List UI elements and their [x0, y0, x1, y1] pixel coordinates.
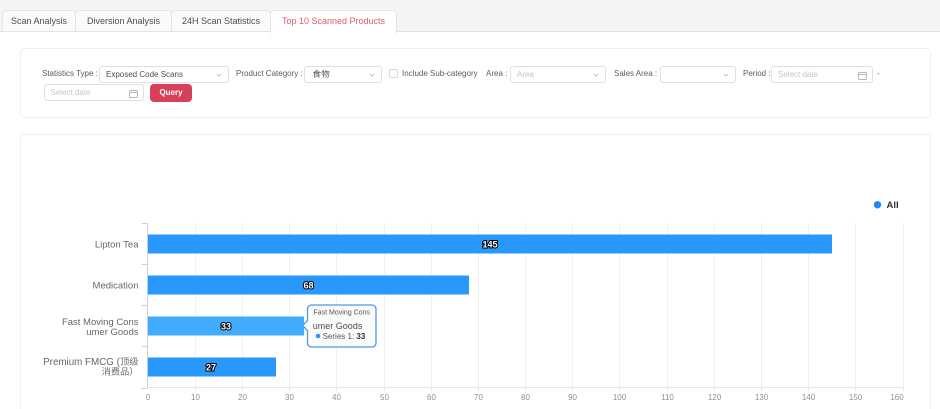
svg-text:Medication: Medication: [93, 280, 139, 291]
svg-text:40: 40: [332, 393, 341, 402]
svg-text:70: 70: [474, 393, 483, 402]
svg-text:120: 120: [708, 393, 722, 402]
svg-text:100: 100: [613, 393, 627, 402]
svg-text:umer Goods: umer Goods: [313, 321, 363, 331]
svg-text:27: 27: [206, 363, 216, 373]
svg-text:90: 90: [568, 393, 577, 402]
svg-text:80: 80: [521, 393, 530, 402]
svg-text:60: 60: [427, 393, 436, 402]
svg-text:Premium FMCG (: Premium FMCG (: [43, 357, 120, 368]
svg-text:130: 130: [755, 393, 769, 402]
svg-text:Series 1: 33: Series 1: 33: [323, 332, 366, 341]
svg-text:110: 110: [661, 393, 674, 402]
svg-text:33: 33: [221, 322, 231, 332]
svg-text:10: 10: [191, 393, 200, 402]
svg-text:0: 0: [146, 393, 151, 402]
svg-text:50: 50: [380, 393, 389, 402]
svg-text:140: 140: [802, 393, 816, 402]
svg-text:Fast Moving Cons: Fast Moving Cons: [62, 317, 139, 328]
svg-text:150: 150: [849, 393, 863, 402]
svg-text:20: 20: [238, 393, 247, 402]
svg-text:Fast Moving Cons: Fast Moving Cons: [314, 310, 371, 317]
svg-text:160: 160: [890, 393, 904, 402]
svg-text:umer Goods: umer Goods: [86, 327, 139, 338]
svg-text:68: 68: [303, 281, 313, 291]
svg-text:30: 30: [285, 393, 294, 402]
svg-text:Lipton Tea: Lipton Tea: [95, 239, 139, 250]
svg-text:All: All: [887, 200, 899, 211]
svg-text:145: 145: [482, 240, 497, 250]
